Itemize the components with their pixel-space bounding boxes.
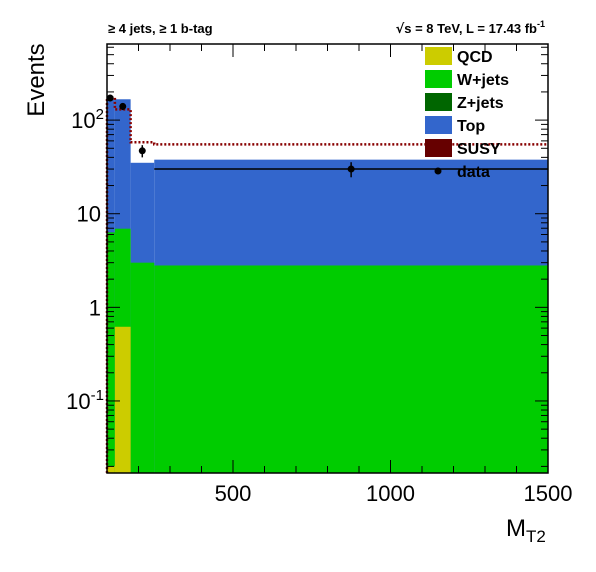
data-point-3 [154,162,548,178]
y-tick-label: 10-1 [66,387,104,414]
legend-label: W+jets [457,72,509,89]
x-tick-label: 1000 [366,481,415,506]
energy-lumi-label: = 8 TeV, L = 17.43 fb [411,21,537,36]
chart-title-right: √s = 8 TeV, L = 17.43 fb-1 [396,19,545,37]
legend: QCD W+jets Z+jets Top SUSY data [425,47,509,181]
x-tick-label: 500 [215,481,252,506]
legend-entry-qcd: QCD [425,47,493,66]
legend-label: QCD [457,49,493,66]
y-axis-label: Events [23,43,50,116]
legend-label: Z+jets [457,95,504,112]
chart-title-left: ≥ 4 jets, ≥ 1 b-tag [108,21,213,36]
y-tick-label: 10 [77,202,101,227]
qcd-bin-1 [114,326,131,473]
stacked-histogram [107,99,548,473]
data-point-2 [138,145,146,158]
x-axis-label: MT2 [506,515,546,546]
x-axis-label-subscript: T2 [526,527,546,546]
legend-label: Top [457,118,485,135]
x-tick-label: 1500 [524,481,573,506]
wjets-bin-2 [130,262,155,473]
data-point-0 [106,94,114,102]
y-tick-label: 102 [71,106,104,133]
qcd-bin-0 [107,466,115,473]
legend-entry-zjets: Z+jets [425,93,504,112]
legend-label: data [457,164,490,181]
sqrt-s-label: s [404,21,411,36]
legend-entry-susy: SUSY [425,139,501,158]
axis-ticks: 500 1000 1500 10-1 1 10 102 [66,44,572,506]
wjets-bin-3 [154,265,548,473]
legend-label: SUSY [457,141,501,158]
wjets-bin-0 [107,232,115,473]
y-tick-label: 1 [89,295,101,320]
susy-overlay [105,96,548,473]
legend-entry-wjets: W+jets [425,70,509,89]
x-axis-label-main: M [506,515,526,542]
lumi-exponent: -1 [537,19,545,29]
legend-entry-data: data [434,164,490,181]
susy-overlay-line [105,96,548,473]
legend-entry-top: Top [425,116,485,135]
data-point-1 [119,102,127,111]
data-points [106,94,548,178]
